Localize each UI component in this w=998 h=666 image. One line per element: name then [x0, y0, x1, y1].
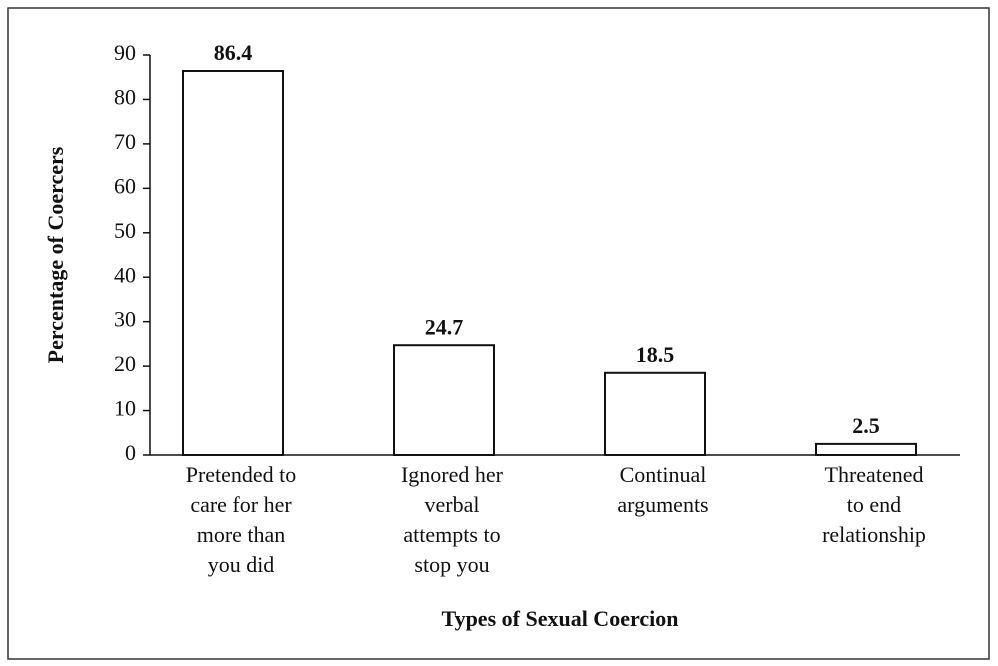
x-tick-label: relationship — [822, 522, 926, 547]
x-tick-label: more than — [197, 522, 286, 547]
bar — [815, 442, 917, 456]
y-tick-label: 80 — [114, 84, 136, 109]
y-tick-label: 10 — [114, 396, 136, 421]
y-tick-label: 20 — [114, 351, 136, 376]
y-tick-label: 50 — [114, 218, 136, 243]
x-tick-label: attempts to — [403, 522, 500, 547]
y-tick-label: 0 — [125, 440, 136, 465]
y-tick-label: 30 — [114, 307, 136, 332]
x-tick-label: Threatened — [825, 462, 924, 487]
x-tick-label: Pretended to — [186, 462, 297, 487]
y-tick-label: 40 — [114, 262, 136, 287]
value-label: 18.5 — [636, 342, 675, 367]
y-tick-label: 60 — [114, 173, 136, 198]
x-tick-label: stop you — [414, 552, 489, 577]
x-axis-label: Types of Sexual Coercion — [442, 606, 679, 631]
x-tick-label: Ignored her — [401, 462, 504, 487]
x-tick-label: arguments — [617, 492, 708, 517]
bar — [604, 371, 706, 456]
y-tick-label: 70 — [114, 129, 136, 154]
x-tick-label: verbal — [425, 492, 480, 517]
y-axis-label: Percentage of Coercers — [43, 146, 68, 363]
value-label: 86.4 — [214, 40, 253, 65]
y-tick-label: 90 — [114, 40, 136, 65]
x-tick-label: Continual — [620, 462, 707, 487]
value-label: 24.7 — [425, 314, 464, 339]
frame — [7, 7, 990, 660]
bar — [393, 344, 495, 457]
x-tick-label: you did — [208, 552, 275, 577]
x-tick-label: care for her — [190, 492, 292, 517]
bar — [182, 70, 284, 456]
value-label: 2.5 — [852, 413, 880, 438]
x-tick-label: to end — [847, 492, 901, 517]
